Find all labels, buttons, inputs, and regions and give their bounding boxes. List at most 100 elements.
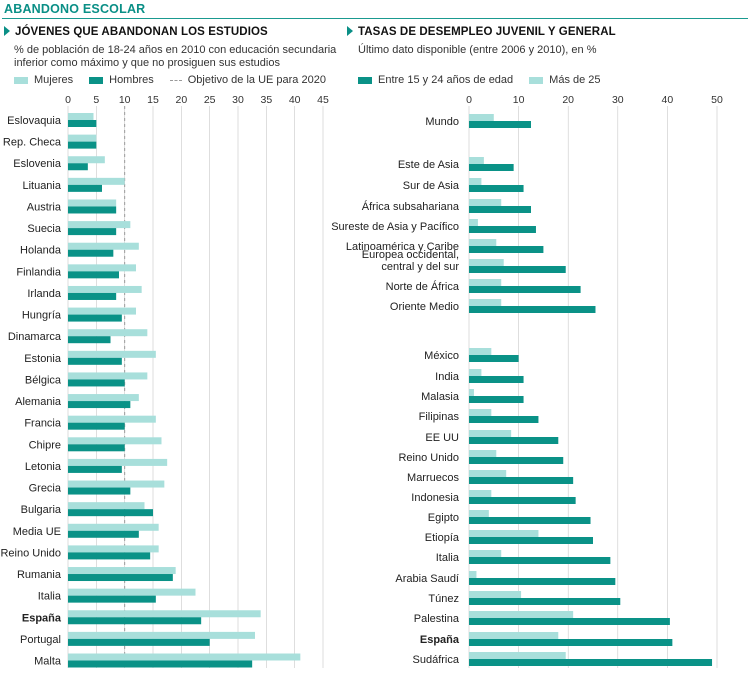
right-category-label: México (424, 350, 459, 362)
right-bar-youth (469, 121, 531, 128)
right-bar-youth (469, 659, 713, 666)
right-tick-label: 0 (466, 94, 472, 106)
right-bar-over25 (469, 611, 574, 618)
right-category-label: Marruecos (407, 472, 459, 484)
legend-swatch-light (14, 76, 28, 84)
right-bar-over25 (469, 199, 502, 206)
right-legend: Entre 15 y 24 años de edad Más de 25 (358, 74, 617, 86)
right-category-label: Sur de Asia (403, 180, 460, 192)
left-bar-women (68, 480, 165, 488)
right-bar-over25 (469, 259, 504, 266)
right-bar-over25 (469, 279, 502, 286)
left-tick-label: 5 (93, 94, 99, 106)
left-bar-men (68, 163, 88, 171)
left-chart-title-text: JÓVENES QUE ABANDONAN LOS ESTUDIOS (15, 26, 268, 38)
left-bar-men (68, 638, 210, 646)
right-category-label: Etiopía (425, 532, 460, 544)
legend-item-over25: Más de 25 (529, 74, 601, 86)
right-bar-youth (469, 206, 531, 213)
right-bar-youth (469, 355, 519, 362)
left-bar-men (68, 617, 202, 625)
left-bar-women (68, 567, 176, 575)
legend-item-youth: Entre 15 y 24 años de edad (358, 74, 513, 86)
left-bar-men (68, 465, 122, 473)
left-category-label: Malta (34, 656, 62, 668)
right-bar-youth (469, 286, 581, 293)
title-marker-icon (347, 26, 353, 36)
right-bar-youth (469, 396, 524, 403)
left-bar-women (68, 523, 159, 531)
right-category-label: Reino Unido (398, 452, 459, 464)
left-chart-subtitle: % de población de 18-24 años en 2010 con… (14, 44, 336, 70)
left-tick-label: 45 (317, 94, 329, 106)
left-bar-women (68, 350, 156, 358)
legend-swatch-dark (358, 76, 372, 84)
left-category-label: Reino Unido (0, 547, 61, 559)
right-bar-youth (469, 164, 514, 171)
left-bar-men (68, 552, 151, 560)
left-bar-women (68, 264, 136, 272)
right-category-label: Túnez (428, 593, 459, 605)
left-bar-men (68, 574, 173, 582)
left-category-label: Letonia (25, 461, 62, 473)
right-bar-youth (469, 185, 524, 192)
right-bar-youth (469, 416, 539, 423)
left-bar-women (68, 177, 125, 185)
left-bar-women (68, 134, 97, 142)
left-category-label: Eslovenia (13, 158, 62, 170)
left-bar-men (68, 357, 122, 365)
right-bar-over25 (469, 157, 484, 164)
right-category-label: Arabia Saudí (395, 573, 459, 585)
left-tick-label: 15 (147, 94, 159, 106)
right-bar-over25 (469, 510, 489, 517)
left-bar-women (68, 588, 196, 596)
left-tick-label: 20 (175, 94, 187, 106)
right-bar-over25 (469, 450, 497, 457)
left-bar-women (68, 372, 148, 380)
left-bar-women (68, 437, 162, 445)
right-bar-over25 (469, 632, 559, 639)
right-bar-over25 (469, 348, 492, 355)
right-bar-over25 (469, 490, 492, 497)
right-category-label: central y del sur (381, 261, 459, 273)
left-bar-men (68, 660, 253, 668)
right-bar-over25 (469, 530, 539, 537)
left-tick-label: 35 (260, 94, 272, 106)
left-legend: Mujeres Hombres Objetivo de la UE para 2… (14, 74, 342, 86)
left-bar-men (68, 379, 125, 387)
right-bar-youth (469, 437, 559, 444)
left-tick-label: 10 (119, 94, 131, 106)
left-category-label: Irlanda (27, 288, 62, 300)
left-category-label: España (22, 612, 62, 624)
right-bar-over25 (469, 470, 507, 477)
left-category-label: Alemania (15, 396, 62, 408)
left-bar-men (68, 487, 131, 495)
right-category-label: Filipinas (419, 411, 460, 423)
right-bar-youth (469, 618, 670, 625)
left-bar-women (68, 156, 105, 164)
legend-item-men: Hombres (89, 74, 154, 86)
right-bar-over25 (469, 430, 512, 437)
left-chart-title: JÓVENES QUE ABANDONAN LOS ESTUDIOS (4, 26, 268, 38)
left-bar-men (68, 292, 117, 300)
left-tick-label: 25 (204, 94, 216, 106)
legend-label-target: Objetivo de la UE para 2020 (187, 74, 326, 86)
left-bar-women (68, 631, 255, 639)
right-bar-youth (469, 226, 536, 233)
left-bar-men (68, 206, 117, 214)
right-bar-over25 (469, 369, 482, 376)
right-category-label: África subsahariana (362, 200, 460, 213)
legend-item-target: Objetivo de la UE para 2020 (169, 74, 326, 86)
right-bar-youth (469, 537, 593, 544)
right-bar-over25 (469, 299, 502, 306)
right-category-label: Este de Asia (398, 159, 460, 171)
left-category-label: Finlandia (16, 266, 62, 278)
right-category-label: Latinoamérica y Caribe (346, 241, 459, 253)
left-bar-men (68, 336, 111, 344)
right-chart-title-text: TASAS DE DESEMPLEO JUVENIL Y GENERAL (358, 26, 616, 38)
legend-label-youth: Entre 15 y 24 años de edad (378, 74, 514, 86)
right-bar-youth (469, 306, 596, 313)
left-bar-women (68, 458, 168, 466)
right-bar-over25 (469, 114, 494, 121)
